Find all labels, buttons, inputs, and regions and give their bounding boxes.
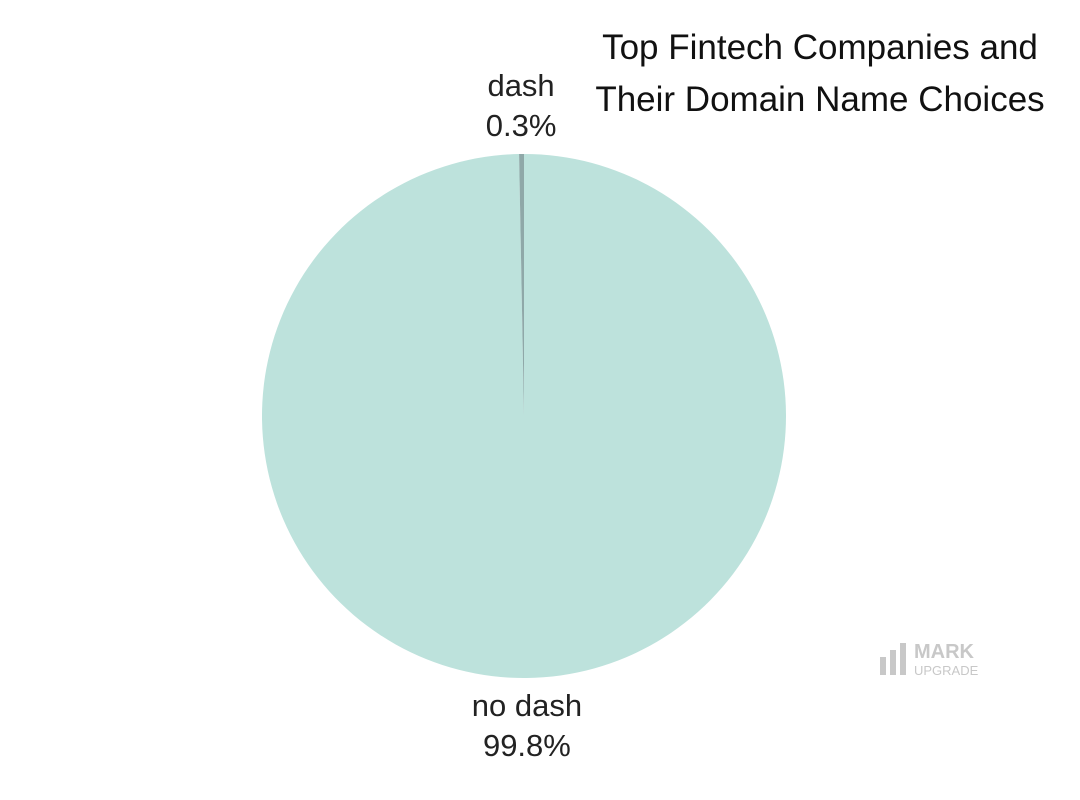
watermark: MARK UPGRADE (880, 641, 979, 678)
slice-label: no dash (472, 688, 582, 723)
value-label: 99.8% (483, 728, 571, 763)
pie-slice (261, 154, 786, 679)
pie-slice (519, 154, 524, 416)
watermark-bar (900, 643, 906, 675)
watermark-bar (890, 650, 896, 675)
watermark-text: MARK (914, 641, 975, 663)
watermark-bar (880, 657, 886, 675)
watermark-text: UPGRADE (914, 663, 979, 678)
value-label: 0.3% (486, 108, 557, 143)
slice-label: dash (487, 68, 554, 103)
chart-title: Top Fintech Companies and Their Domain N… (595, 28, 1045, 119)
